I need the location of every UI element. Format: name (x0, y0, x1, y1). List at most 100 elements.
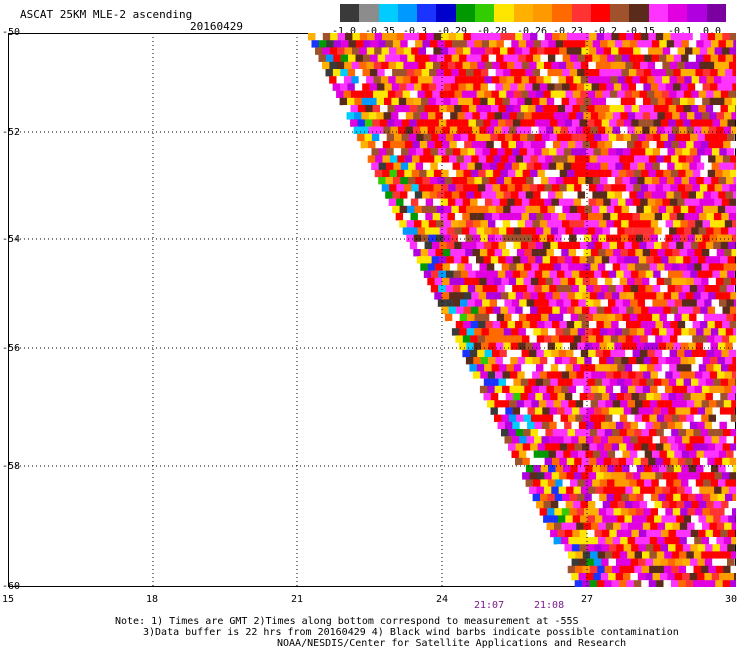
data-cell (593, 558, 602, 566)
data-cell (618, 184, 627, 192)
data-cell (534, 133, 543, 142)
data-cell (654, 486, 663, 494)
data-cell (555, 450, 564, 458)
data-cell (707, 580, 716, 587)
data-cell (628, 234, 636, 242)
data-cell (694, 126, 702, 134)
data-cell (683, 105, 692, 113)
data-cell (714, 47, 723, 55)
data-cell (378, 148, 387, 156)
data-cell (668, 105, 677, 113)
data-cell (363, 40, 371, 48)
data-cell (708, 126, 717, 134)
data-cell (484, 90, 492, 98)
data-cell (582, 141, 591, 149)
data-cell (510, 69, 519, 77)
data-cell (403, 198, 412, 206)
data-cell (548, 162, 557, 170)
data-cell (625, 184, 634, 192)
data-cell (491, 76, 500, 84)
data-cell (502, 371, 511, 379)
data-cell (575, 565, 583, 574)
data-cell (607, 450, 616, 458)
data-cell (699, 198, 708, 206)
data-cell (460, 299, 468, 307)
data-cell (573, 349, 581, 358)
data-cell (357, 119, 366, 127)
data-cell (606, 69, 615, 77)
data-cell (639, 241, 647, 250)
data-cell (705, 105, 714, 113)
data-cell (479, 249, 488, 257)
data-cell (640, 486, 648, 494)
data-cell (651, 205, 659, 214)
data-cell (387, 119, 395, 127)
data-cell (608, 407, 617, 415)
data-cell (675, 421, 683, 430)
data-cell (586, 573, 594, 581)
data-cell (614, 465, 623, 473)
data-cell (703, 205, 711, 214)
data-cell (665, 220, 674, 228)
data-cell (481, 205, 489, 214)
data-cell (560, 414, 569, 422)
data-cell (467, 285, 476, 293)
data-cell (422, 54, 430, 62)
data-cell (731, 234, 736, 242)
data-cell (625, 213, 633, 221)
data-cell (620, 371, 629, 379)
data-cell (532, 342, 541, 350)
color-scale-bar (340, 4, 726, 22)
data-cell (576, 508, 585, 516)
data-cell (626, 565, 635, 574)
data-cell (600, 450, 608, 458)
data-cell (521, 198, 530, 206)
data-cell (523, 292, 531, 300)
data-cell (455, 198, 463, 206)
data-cell (632, 76, 641, 84)
data-cell (484, 76, 493, 84)
data-cell (610, 198, 619, 206)
data-cell (639, 90, 648, 98)
data-cell (433, 61, 441, 70)
data-cell (445, 148, 454, 156)
data-cell (371, 133, 380, 142)
data-cell (501, 277, 509, 286)
data-cell (725, 342, 733, 350)
data-cell (645, 162, 653, 170)
data-cell (329, 61, 337, 70)
data-cell (590, 385, 599, 394)
data-cell (389, 184, 397, 192)
data-cell (558, 213, 567, 221)
data-cell (677, 472, 686, 480)
data-cell (613, 508, 622, 516)
data-cell (588, 61, 596, 70)
data-cell (398, 112, 406, 120)
data-cell (432, 241, 440, 250)
data-cell (623, 558, 631, 566)
data-cell (664, 400, 673, 408)
data-cell (420, 249, 429, 257)
data-cell (351, 76, 359, 84)
data-cell (679, 537, 687, 545)
data-cell (712, 256, 721, 264)
data-cell (500, 184, 508, 192)
data-cell (651, 465, 660, 473)
data-cell (688, 493, 696, 502)
data-cell (429, 205, 437, 214)
data-cell (448, 169, 457, 178)
data-cell (431, 119, 440, 127)
scale-swatch (359, 4, 379, 22)
data-cell (580, 349, 589, 358)
data-cell (575, 126, 584, 134)
data-cell (562, 493, 570, 502)
data-cell (696, 436, 705, 444)
data-cell (533, 40, 542, 48)
data-cell (614, 191, 623, 199)
data-cell (398, 97, 407, 106)
data-cell (564, 558, 572, 566)
data-cell (430, 285, 439, 293)
data-cell (501, 126, 510, 134)
data-cell (656, 155, 664, 163)
data-cell (652, 450, 660, 458)
